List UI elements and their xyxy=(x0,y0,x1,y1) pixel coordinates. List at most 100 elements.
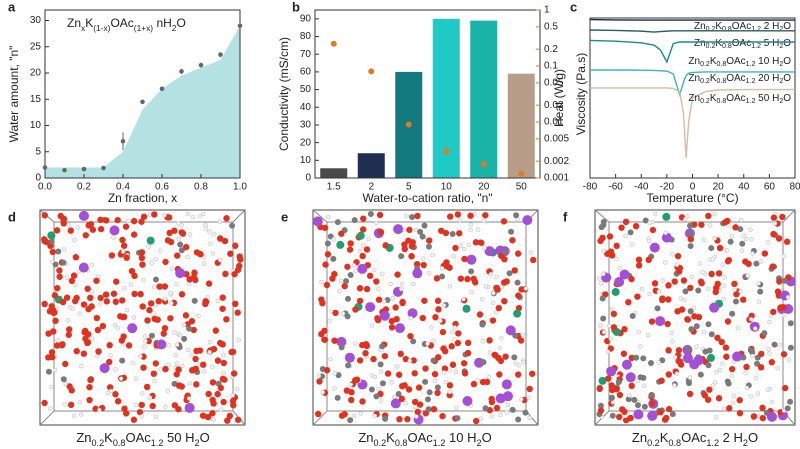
x-axis-label: Zn fraction, x xyxy=(108,191,177,205)
atom xyxy=(627,229,634,236)
atom xyxy=(736,410,744,417)
atom xyxy=(767,351,772,356)
atom xyxy=(345,362,352,369)
atom xyxy=(635,256,643,263)
atom xyxy=(513,212,520,219)
atom xyxy=(189,352,195,358)
text-part: K xyxy=(710,56,717,67)
atom xyxy=(509,406,516,413)
atom xyxy=(685,214,690,219)
text-part: Zn xyxy=(694,21,706,32)
atom xyxy=(631,396,638,403)
atom xyxy=(174,281,179,287)
atom xyxy=(223,215,230,222)
atom xyxy=(165,388,170,393)
atom xyxy=(65,331,73,338)
dsc-curve xyxy=(590,69,795,98)
atom xyxy=(750,353,755,359)
atom xyxy=(97,407,102,413)
atom xyxy=(687,284,694,292)
atom xyxy=(147,395,153,400)
atom xyxy=(201,211,206,217)
atom xyxy=(695,287,702,294)
y2-tick-label: 0.02 xyxy=(544,100,564,111)
atom xyxy=(124,307,130,313)
atom xyxy=(642,383,647,389)
atom xyxy=(698,279,705,287)
atom xyxy=(439,412,446,420)
y2-tick-label: 1 xyxy=(544,5,550,16)
y2-tick-label: 0.001 xyxy=(544,173,569,184)
atom xyxy=(179,230,187,237)
atom xyxy=(220,359,228,367)
atom xyxy=(149,402,156,410)
atom xyxy=(660,278,666,283)
atom xyxy=(599,295,606,302)
atom xyxy=(114,398,122,405)
atom xyxy=(49,384,54,390)
point xyxy=(179,69,184,74)
atom xyxy=(381,352,389,360)
atom xyxy=(705,362,712,369)
atom xyxy=(145,337,152,345)
atom xyxy=(710,383,716,388)
atom xyxy=(758,259,763,264)
y2-tick-label: 0.05 xyxy=(544,77,564,88)
x-tick-label: -80 xyxy=(583,182,598,193)
atom xyxy=(108,353,113,358)
atom xyxy=(628,354,635,362)
atom xyxy=(618,224,625,231)
atom xyxy=(522,409,529,416)
atom xyxy=(756,299,762,304)
caption: Zn0.2K0.8OAc1.2 10 H2O xyxy=(358,430,491,448)
atom xyxy=(737,226,744,233)
atom xyxy=(363,246,371,253)
atom xyxy=(413,260,421,268)
atom xyxy=(657,409,664,416)
atom xyxy=(527,415,533,421)
atom xyxy=(352,376,359,384)
atom xyxy=(713,414,719,420)
atom xyxy=(232,300,239,308)
atom xyxy=(197,251,204,258)
atom xyxy=(665,296,672,303)
atom xyxy=(720,361,725,366)
atom xyxy=(348,396,355,404)
atom xyxy=(331,337,338,344)
atom xyxy=(749,394,754,399)
atom xyxy=(733,291,740,298)
atom xyxy=(115,325,120,330)
y-tick-label: 20 xyxy=(30,68,42,79)
atom xyxy=(617,265,622,271)
atom xyxy=(680,277,688,284)
atom xyxy=(610,310,618,318)
atom xyxy=(647,291,652,297)
atom xyxy=(433,275,441,282)
atom xyxy=(493,404,501,412)
atom xyxy=(167,315,174,322)
atom xyxy=(390,296,396,301)
atom xyxy=(769,263,776,270)
atom xyxy=(426,237,433,244)
atom xyxy=(722,275,727,280)
atom xyxy=(647,360,654,367)
text-part: Zn xyxy=(358,430,373,445)
atom xyxy=(136,408,144,416)
atom xyxy=(377,228,385,236)
atom xyxy=(430,252,435,258)
atom xyxy=(454,339,462,347)
atom xyxy=(408,316,414,321)
atom xyxy=(75,225,80,230)
atom xyxy=(47,406,53,411)
atom xyxy=(500,279,508,286)
atom xyxy=(166,362,171,368)
text-part: K xyxy=(715,38,722,49)
atom xyxy=(635,378,641,384)
panel-letter: c xyxy=(570,0,577,14)
subscript: 0.8 xyxy=(395,438,408,448)
atom xyxy=(334,394,341,401)
atom xyxy=(688,326,695,333)
atom xyxy=(210,400,217,407)
atom xyxy=(674,308,681,315)
atom xyxy=(171,227,178,234)
